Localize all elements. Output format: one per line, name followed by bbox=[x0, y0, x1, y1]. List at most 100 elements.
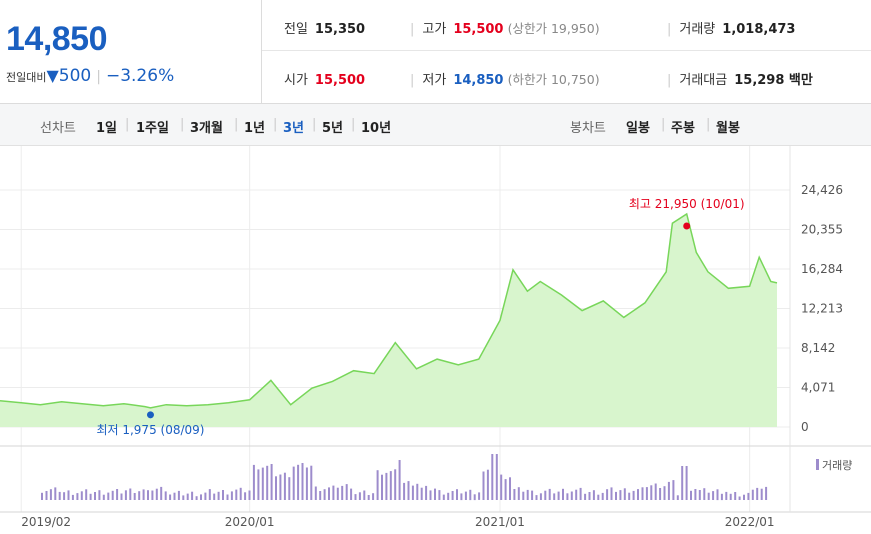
volume-bar bbox=[765, 486, 768, 500]
range-1w-button[interactable]: 1주일 bbox=[136, 121, 169, 136]
volume-bar bbox=[579, 487, 582, 500]
volume-bar bbox=[222, 490, 224, 500]
volume-bar bbox=[588, 492, 591, 500]
volume-bar bbox=[464, 491, 467, 500]
volume-bar bbox=[738, 496, 741, 500]
volume-bar bbox=[451, 491, 454, 500]
volume-bar bbox=[239, 487, 242, 500]
quote-stats: 전일 15,350 | 고가 15,500 (상한가 19,950) | 거래량 1,01… bbox=[262, 0, 871, 104]
divider: | bbox=[180, 117, 185, 132]
volume-bar bbox=[403, 482, 406, 500]
volume-legend-swatch bbox=[816, 459, 819, 470]
volume-bar bbox=[690, 490, 692, 500]
volume-bar bbox=[712, 491, 715, 500]
volume-bar bbox=[49, 489, 52, 500]
stat-turnover: | 거래대금 15,298 백만 bbox=[667, 69, 813, 88]
volume-bar bbox=[438, 490, 441, 500]
stat-high: | 고가 15,500 (상한가 19,950) bbox=[410, 18, 600, 37]
candle-weekly-button[interactable]: 주봉 bbox=[671, 121, 695, 136]
volume-bar bbox=[381, 474, 383, 500]
stat-value: 1,018,473 bbox=[722, 22, 796, 37]
volume-bar bbox=[641, 487, 644, 500]
y-tick-label: 8,142 bbox=[801, 341, 835, 355]
volume-bar bbox=[67, 490, 70, 500]
x-tick-label: 2019/02 bbox=[21, 515, 71, 529]
stat-low: | 저가 14,850 (하한가 10,750) bbox=[410, 69, 600, 88]
divider: | bbox=[410, 73, 415, 88]
range-1d-button[interactable]: 1일 bbox=[96, 121, 118, 136]
range-1y-button[interactable]: 1년 bbox=[244, 121, 266, 136]
volume-bar bbox=[592, 490, 595, 500]
volume-bar bbox=[420, 487, 423, 500]
divider: | bbox=[273, 117, 278, 132]
volume-bar bbox=[407, 481, 410, 500]
volume-bar bbox=[751, 489, 754, 500]
price-change: 전일대비▼500 | −3.26% bbox=[6, 66, 174, 86]
range-5y-button[interactable]: 5년 bbox=[322, 121, 344, 136]
volume-bar bbox=[570, 491, 573, 500]
volume-bar bbox=[698, 490, 701, 500]
price-line bbox=[0, 212, 778, 409]
volume-bar bbox=[89, 493, 92, 500]
volume-bar bbox=[707, 492, 710, 500]
volume-bar bbox=[575, 489, 578, 500]
volume-bar bbox=[597, 494, 600, 500]
volume-bar bbox=[45, 491, 48, 500]
x-tick-label: 2020/01 bbox=[225, 515, 275, 529]
volume-bar bbox=[456, 489, 458, 500]
volume-bar bbox=[226, 494, 229, 500]
volume-bar bbox=[601, 492, 604, 500]
stat-value: 15,298 백만 bbox=[734, 73, 813, 88]
volume-bar bbox=[411, 485, 414, 500]
volume-bar bbox=[447, 492, 450, 500]
volume-bar bbox=[760, 488, 763, 500]
volume-bar bbox=[200, 494, 202, 500]
volume-bar bbox=[685, 466, 688, 500]
volume-bar bbox=[305, 467, 308, 500]
volume-bar bbox=[385, 472, 388, 500]
volume-bar bbox=[319, 491, 322, 500]
stat-label: 시가 bbox=[284, 73, 308, 88]
volume-bar bbox=[314, 486, 317, 500]
divider: | bbox=[234, 117, 239, 132]
volume-bar bbox=[363, 490, 366, 500]
change-percent: −3.26% bbox=[105, 66, 175, 86]
volume-bar bbox=[182, 495, 185, 500]
volume-bar bbox=[729, 493, 732, 500]
volume-bar bbox=[376, 470, 379, 500]
volume-bar bbox=[517, 487, 520, 500]
volume-bar bbox=[619, 490, 622, 500]
volume-bar bbox=[500, 474, 503, 500]
stat-label: 저가 bbox=[422, 73, 447, 88]
volume-bar bbox=[71, 494, 74, 500]
volume-bar bbox=[544, 490, 547, 500]
price-chart: 24,426 20,355 16,284 12,213 8,142 4,071 0 최고 2… bbox=[0, 146, 871, 529]
stat-label: 전일 bbox=[284, 22, 308, 37]
volume-bar bbox=[292, 466, 295, 500]
volume-bar bbox=[681, 466, 684, 500]
volume-bar bbox=[628, 492, 631, 500]
volume-bar bbox=[350, 488, 353, 500]
range-10y-button[interactable]: 10년 bbox=[361, 121, 392, 136]
volume-bar bbox=[63, 492, 66, 500]
volume-bar bbox=[142, 489, 145, 500]
volume-bar bbox=[394, 469, 397, 500]
candle-daily-button[interactable]: 일봉 bbox=[626, 121, 650, 136]
volume-bar bbox=[672, 480, 675, 500]
volume-bar bbox=[147, 490, 149, 500]
y-tick-label: 0 bbox=[801, 420, 809, 434]
divider: | bbox=[125, 117, 130, 132]
volume-bar bbox=[208, 489, 211, 500]
volume-bar bbox=[756, 487, 759, 500]
candle-monthly-button[interactable]: 월봉 bbox=[716, 121, 740, 136]
range-3m-button[interactable]: 3개월 bbox=[190, 121, 223, 136]
volume-bar bbox=[398, 460, 401, 500]
high-label: 최고 21,950 (10/01) bbox=[629, 197, 745, 211]
range-3y-button[interactable]: 3년 bbox=[283, 121, 305, 136]
volume-bar bbox=[80, 491, 83, 500]
volume-bar bbox=[734, 492, 737, 500]
divider: | bbox=[706, 117, 711, 132]
volume-bar bbox=[151, 490, 154, 500]
volume-bar bbox=[442, 494, 445, 500]
divider bbox=[262, 50, 871, 51]
